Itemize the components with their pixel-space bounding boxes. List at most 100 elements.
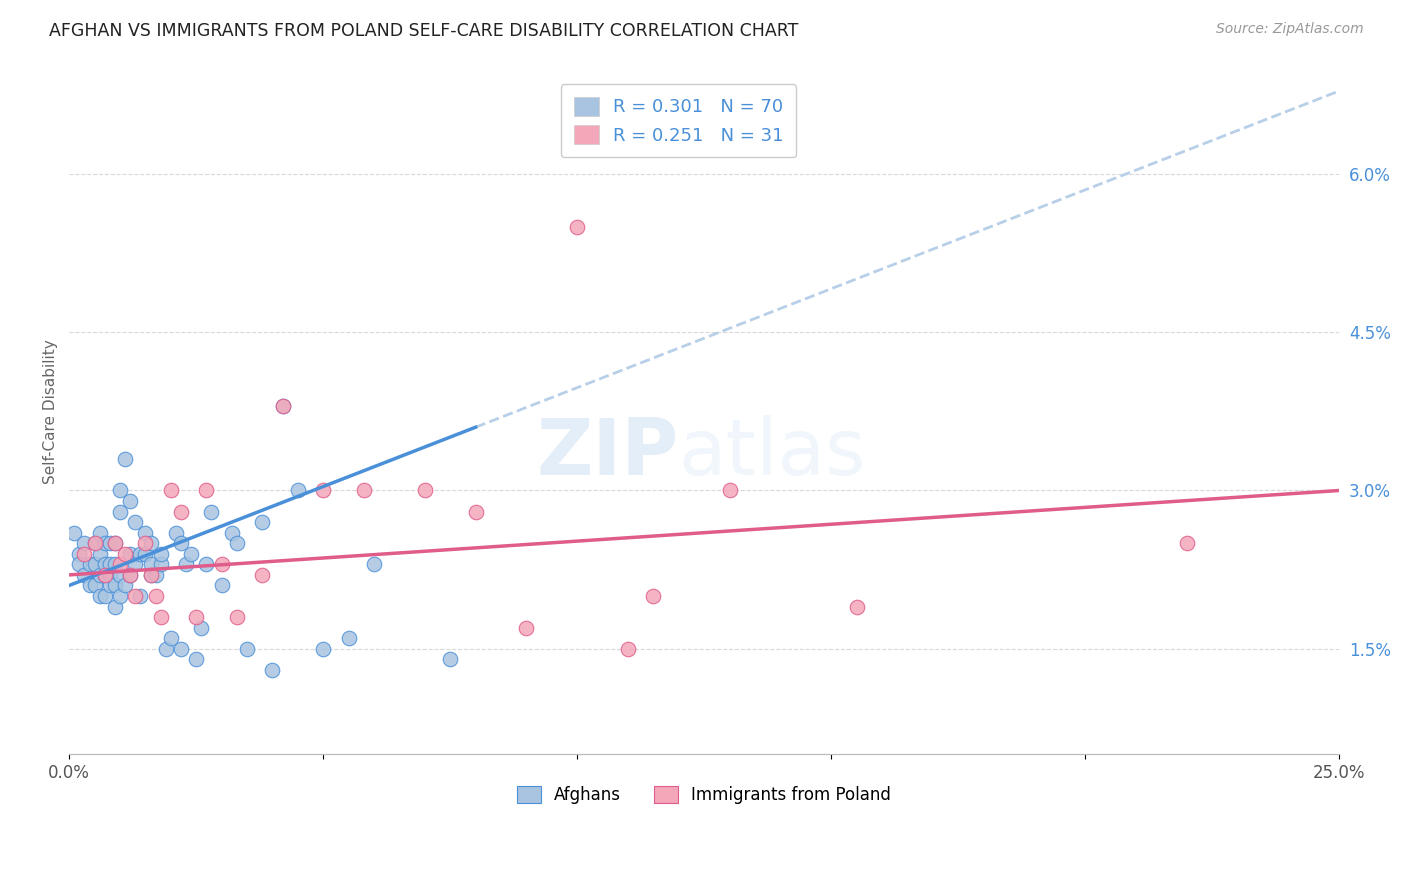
Point — [155, 641, 177, 656]
Point — [271, 399, 294, 413]
Text: Source: ZipAtlas.com: Source: ZipAtlas.com — [1216, 22, 1364, 37]
Point — [94, 567, 117, 582]
Point — [287, 483, 309, 498]
Point — [124, 589, 146, 603]
Point — [617, 641, 640, 656]
Point — [114, 547, 136, 561]
Point — [160, 631, 183, 645]
Point — [94, 589, 117, 603]
Point — [124, 515, 146, 529]
Text: AFGHAN VS IMMIGRANTS FROM POLAND SELF-CARE DISABILITY CORRELATION CHART: AFGHAN VS IMMIGRANTS FROM POLAND SELF-CA… — [49, 22, 799, 40]
Point — [73, 536, 96, 550]
Text: ZIP: ZIP — [537, 415, 679, 491]
Point — [73, 547, 96, 561]
Point — [120, 547, 142, 561]
Point — [89, 525, 111, 540]
Point — [114, 578, 136, 592]
Point — [211, 578, 233, 592]
Point — [83, 536, 105, 550]
Point — [120, 494, 142, 508]
Point — [108, 483, 131, 498]
Point — [271, 399, 294, 413]
Legend: Afghans, Immigrants from Poland: Afghans, Immigrants from Poland — [508, 776, 901, 814]
Point — [108, 589, 131, 603]
Point — [104, 578, 127, 592]
Point — [363, 558, 385, 572]
Point — [134, 525, 156, 540]
Point — [1175, 536, 1198, 550]
Point — [104, 599, 127, 614]
Point — [413, 483, 436, 498]
Point — [79, 558, 101, 572]
Point — [211, 558, 233, 572]
Point — [170, 505, 193, 519]
Point — [98, 558, 121, 572]
Point — [139, 536, 162, 550]
Point — [98, 567, 121, 582]
Point — [83, 578, 105, 592]
Point — [94, 567, 117, 582]
Point — [83, 558, 105, 572]
Point — [515, 621, 537, 635]
Point — [129, 589, 152, 603]
Point — [174, 558, 197, 572]
Point — [170, 536, 193, 550]
Point — [145, 589, 167, 603]
Point — [120, 567, 142, 582]
Point — [108, 567, 131, 582]
Point — [124, 558, 146, 572]
Point — [353, 483, 375, 498]
Point — [134, 536, 156, 550]
Point — [165, 525, 187, 540]
Point — [200, 505, 222, 519]
Point — [718, 483, 741, 498]
Point — [139, 567, 162, 582]
Point — [312, 483, 335, 498]
Point — [252, 515, 274, 529]
Point — [149, 558, 172, 572]
Point — [98, 536, 121, 550]
Point — [195, 483, 218, 498]
Point — [67, 558, 90, 572]
Point — [98, 578, 121, 592]
Point — [67, 547, 90, 561]
Point — [845, 599, 868, 614]
Point — [129, 547, 152, 561]
Point — [73, 567, 96, 582]
Y-axis label: Self-Care Disability: Self-Care Disability — [44, 339, 58, 483]
Point — [567, 219, 589, 234]
Point — [186, 610, 208, 624]
Point — [104, 536, 127, 550]
Point — [221, 525, 243, 540]
Point — [337, 631, 360, 645]
Point — [252, 567, 274, 582]
Point — [186, 652, 208, 666]
Point — [149, 547, 172, 561]
Point — [134, 547, 156, 561]
Point — [262, 663, 284, 677]
Point — [312, 641, 335, 656]
Point — [464, 505, 486, 519]
Point — [236, 641, 259, 656]
Point — [108, 558, 131, 572]
Point — [104, 558, 127, 572]
Point — [79, 578, 101, 592]
Point — [225, 536, 247, 550]
Point — [170, 641, 193, 656]
Point — [160, 483, 183, 498]
Point — [190, 621, 212, 635]
Text: atlas: atlas — [679, 415, 866, 491]
Point — [195, 558, 218, 572]
Point — [643, 589, 665, 603]
Point — [108, 505, 131, 519]
Point — [114, 451, 136, 466]
Point — [139, 567, 162, 582]
Point — [145, 567, 167, 582]
Point — [63, 525, 86, 540]
Point — [149, 610, 172, 624]
Point — [225, 610, 247, 624]
Point — [89, 567, 111, 582]
Point — [139, 558, 162, 572]
Point — [120, 567, 142, 582]
Point — [104, 536, 127, 550]
